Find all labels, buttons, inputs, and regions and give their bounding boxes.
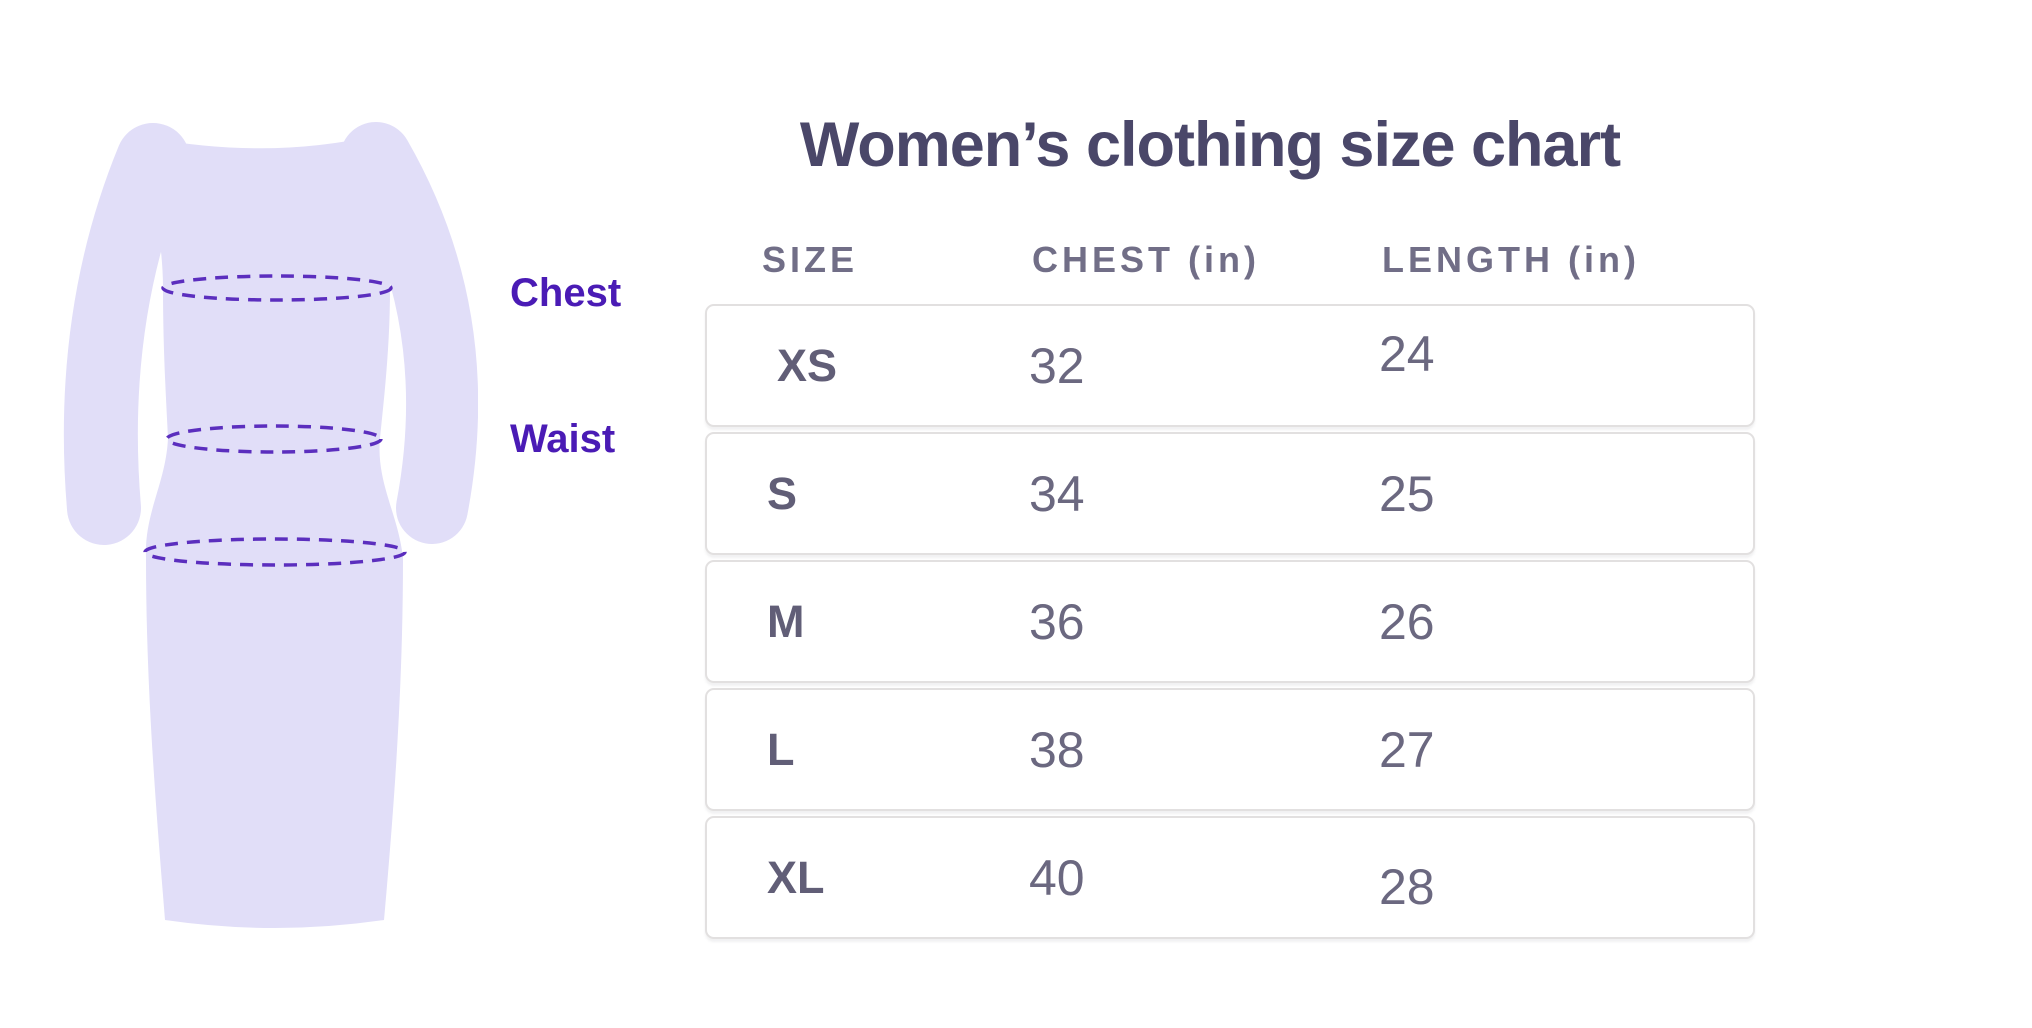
cell-length: 27 <box>1379 721 1435 778</box>
hip-measure-ellipse <box>143 537 407 567</box>
cell-chest: 32 <box>1029 337 1085 394</box>
column-header-chest: CHEST (in) <box>1032 239 1260 280</box>
cell-length: 26 <box>1379 593 1435 650</box>
dress-illustration-icon <box>63 122 479 928</box>
cell-size: M <box>767 596 805 647</box>
column-header-length: LENGTH (in) <box>1382 239 1640 280</box>
cell-length: 28 <box>1379 858 1435 915</box>
table-row: XL 40 28 <box>705 816 1755 939</box>
chest-label: Chest <box>510 271 622 315</box>
cell-length: 24 <box>1379 325 1435 382</box>
cell-chest: 38 <box>1029 721 1085 778</box>
size-table: SIZE CHEST (in) LENGTH (in) XS 32 24 S 3… <box>705 242 1755 944</box>
cell-size: S <box>767 468 798 519</box>
table-row: XS 32 24 <box>705 304 1755 427</box>
waist-label: Waist <box>510 417 616 461</box>
table-row: L 38 27 <box>705 688 1755 811</box>
dress-right-sleeve <box>340 122 479 544</box>
cell-chest: 34 <box>1029 465 1085 522</box>
cell-size: XL <box>767 852 825 903</box>
cell-size: L <box>767 724 795 775</box>
page-title: Women’s clothing size chart <box>799 110 1621 180</box>
table-header: SIZE CHEST (in) LENGTH (in) <box>705 242 1755 278</box>
cell-chest: 36 <box>1029 593 1085 650</box>
dress-body <box>145 135 403 928</box>
cell-length: 25 <box>1379 465 1435 522</box>
column-header-size: SIZE <box>762 239 859 280</box>
table-row: M 36 26 <box>705 560 1755 683</box>
waist-measure-ellipse <box>165 424 383 454</box>
chest-measure-ellipse <box>161 274 393 302</box>
dress-figure <box>58 108 479 948</box>
table-row: S 34 25 <box>705 432 1755 555</box>
cell-chest: 40 <box>1029 849 1085 906</box>
cell-size: XS <box>777 340 838 391</box>
dress-left-sleeve <box>63 123 190 545</box>
